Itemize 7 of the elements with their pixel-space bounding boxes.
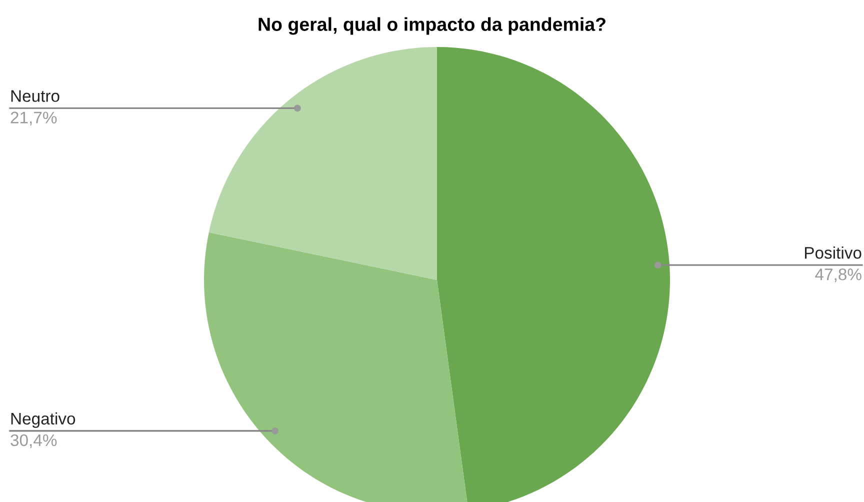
slice-label: Negativo xyxy=(11,412,76,428)
slice-label: Neutro xyxy=(11,90,60,102)
data-label: 30,4% xyxy=(10,434,57,448)
slice-label: Positivo xyxy=(805,246,862,259)
chart-title: No geral, qual o impacto da pandemia? xyxy=(258,17,606,35)
data-label: 21,7% xyxy=(10,112,57,126)
data-label: 47,8% xyxy=(815,268,862,282)
